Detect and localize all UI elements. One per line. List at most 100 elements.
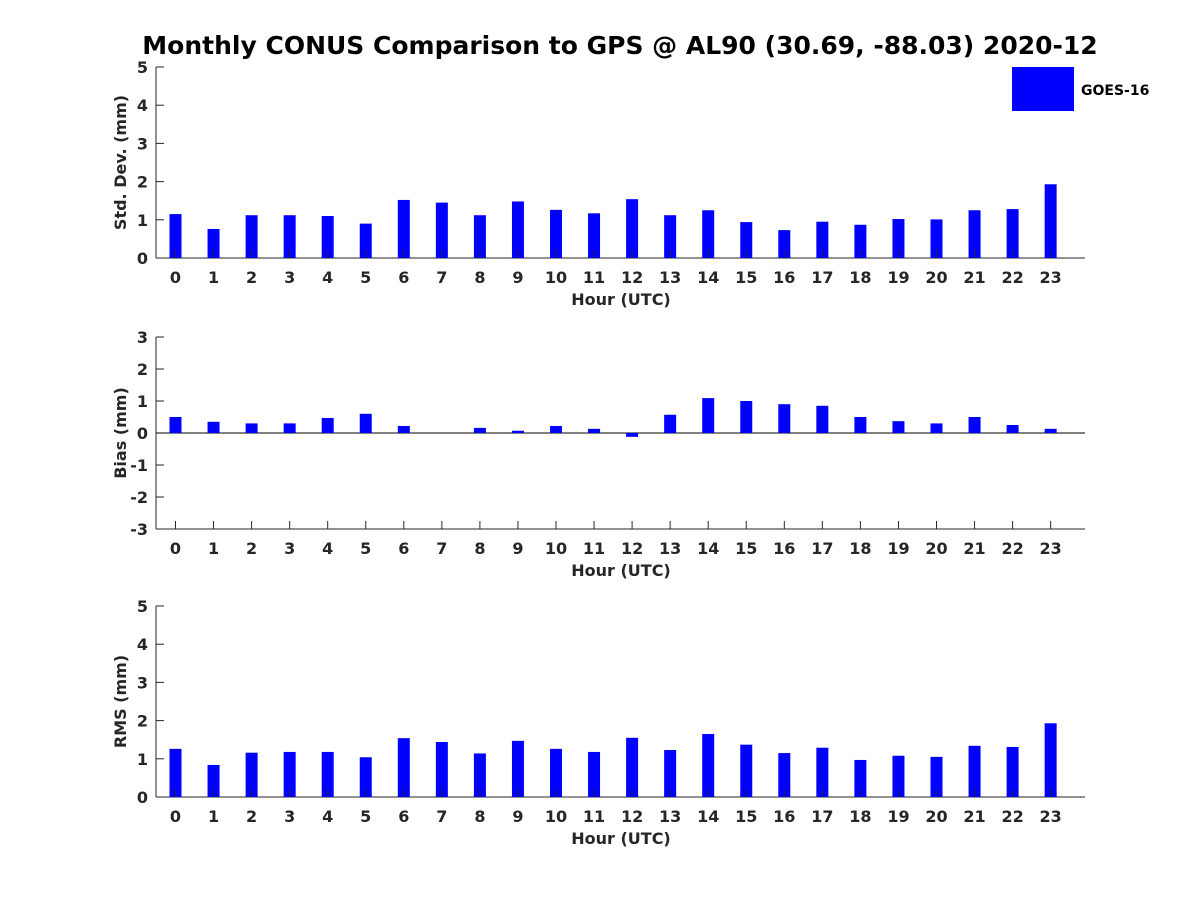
x-tick-label: 8 <box>474 268 485 287</box>
bar-std-dev-15 <box>740 222 753 258</box>
x-tick-label: 17 <box>811 539 833 558</box>
x-tick-label: 8 <box>474 807 485 826</box>
y-axis-label: Bias (mm) <box>111 387 130 479</box>
x-tick-label: 0 <box>170 539 181 558</box>
bar-std-dev-5 <box>359 223 372 258</box>
x-tick-label: 7 <box>436 539 447 558</box>
x-tick-label: 9 <box>512 539 523 558</box>
x-tick-label: 16 <box>773 539 795 558</box>
bar-std-dev-20 <box>930 219 943 258</box>
x-tick-label: 13 <box>659 807 681 826</box>
x-tick-label: 18 <box>849 807 871 826</box>
bar-rms-21 <box>968 745 981 797</box>
bar-std-dev-8 <box>473 215 486 258</box>
bar-rms-6 <box>397 738 410 797</box>
x-tick-label: 23 <box>1040 268 1062 287</box>
x-tick-label: 4 <box>322 807 333 826</box>
bar-bias-19 <box>892 421 905 433</box>
x-tick-label: 7 <box>436 807 447 826</box>
bar-bias-1 <box>207 421 220 433</box>
x-tick-label: 18 <box>849 539 871 558</box>
y-tick-label: 0 <box>137 424 148 443</box>
x-tick-label: 0 <box>170 807 181 826</box>
y-tick-label: 5 <box>137 58 148 77</box>
x-tick-label: 12 <box>621 807 643 826</box>
x-tick-label: 5 <box>360 807 371 826</box>
bar-std-dev-4 <box>321 215 334 258</box>
x-axis-label: Hour (UTC) <box>571 561 671 580</box>
bar-rms-4 <box>321 751 334 797</box>
x-tick-label: 16 <box>773 807 795 826</box>
bar-rms-3 <box>283 751 296 797</box>
bar-std-dev-14 <box>702 210 715 258</box>
bar-rms-17 <box>816 747 829 797</box>
bar-bias-21 <box>968 417 981 433</box>
bar-std-dev-7 <box>435 202 448 258</box>
bar-rms-16 <box>778 753 791 797</box>
x-tick-label: 15 <box>735 807 757 826</box>
bar-rms-0 <box>169 748 182 797</box>
x-tick-label: 18 <box>849 268 871 287</box>
bar-bias-16 <box>778 404 791 433</box>
x-tick-label: 10 <box>545 268 567 287</box>
x-tick-label: 13 <box>659 539 681 558</box>
y-tick-label: 4 <box>137 635 148 654</box>
bar-std-dev-10 <box>550 209 562 258</box>
x-tick-label: 14 <box>697 539 719 558</box>
x-tick-label: 19 <box>887 539 909 558</box>
x-tick-label: 12 <box>621 268 643 287</box>
legend-swatch <box>1012 67 1074 111</box>
bar-bias-15 <box>740 401 753 433</box>
y-tick-label: 2 <box>137 173 148 192</box>
x-tick-label: 20 <box>925 807 947 826</box>
y-tick-label: 0 <box>137 788 148 807</box>
bar-std-dev-21 <box>968 210 981 258</box>
x-tick-label: 4 <box>322 539 333 558</box>
x-tick-label: 3 <box>284 268 295 287</box>
bar-bias-17 <box>816 405 829 433</box>
bar-bias-6 <box>397 425 410 433</box>
bar-rms-11 <box>588 751 601 797</box>
x-tick-label: 4 <box>322 268 333 287</box>
x-tick-label: 5 <box>360 539 371 558</box>
bar-std-dev-9 <box>511 201 524 258</box>
bar-std-dev-6 <box>397 199 410 258</box>
x-tick-label: 16 <box>773 268 795 287</box>
x-tick-label: 1 <box>208 268 219 287</box>
bar-std-dev-2 <box>245 215 258 258</box>
x-tick-label: 13 <box>659 268 681 287</box>
legend-label: GOES-16 <box>1081 83 1149 99</box>
bar-rms-10 <box>550 748 562 797</box>
y-tick-label: -3 <box>130 520 148 539</box>
bar-bias-11 <box>588 428 601 433</box>
x-tick-label: 11 <box>583 807 605 826</box>
bar-rms-18 <box>854 759 867 797</box>
bar-rms-7 <box>435 741 448 797</box>
y-tick-label: 1 <box>137 211 148 230</box>
x-tick-label: 22 <box>1001 807 1023 826</box>
x-tick-label: 22 <box>1001 539 1023 558</box>
bar-rms-19 <box>892 755 905 797</box>
x-tick-label: 21 <box>963 268 985 287</box>
bar-bias-0 <box>169 417 182 433</box>
bar-std-dev-16 <box>778 230 791 258</box>
bar-std-dev-12 <box>626 199 639 258</box>
y-axis-label: RMS (mm) <box>111 655 130 748</box>
x-tick-label: 22 <box>1001 268 1023 287</box>
bar-rms-1 <box>207 764 220 797</box>
bar-bias-3 <box>283 423 296 433</box>
bar-rms-13 <box>664 750 677 797</box>
bar-rms-22 <box>1006 746 1019 797</box>
x-tick-label: 10 <box>545 807 567 826</box>
bar-bias-10 <box>550 425 562 433</box>
x-tick-label: 20 <box>925 268 947 287</box>
bar-bias-4 <box>321 417 334 433</box>
x-tick-label: 21 <box>963 807 985 826</box>
bar-bias-14 <box>702 398 715 433</box>
y-tick-label: 1 <box>137 750 148 769</box>
bar-std-dev-3 <box>283 215 296 258</box>
bar-rms-15 <box>740 744 753 797</box>
